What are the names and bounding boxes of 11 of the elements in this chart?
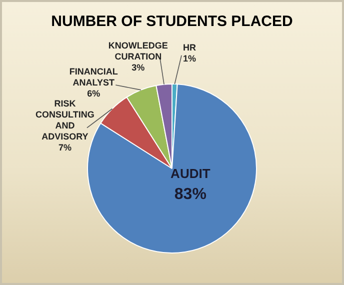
data-label: 7%: [58, 142, 72, 152]
data-label: 3%: [132, 62, 145, 73]
data-label: 1%: [183, 53, 196, 64]
slice-label: RISK CONSULTING AND ADVISORY: [36, 98, 94, 142]
data-label: 6%: [87, 88, 100, 99]
chart-title: NUMBER OF STUDENTS PLACED: [51, 13, 293, 30]
slice-label: KNOWLEDGE CURATION: [108, 40, 168, 62]
slice-label: FINANCIAL ANALYST: [69, 66, 118, 88]
data-label: 83%: [174, 186, 206, 204]
slice-label: AUDIT: [170, 166, 210, 182]
slice-label: HR: [183, 42, 197, 52]
